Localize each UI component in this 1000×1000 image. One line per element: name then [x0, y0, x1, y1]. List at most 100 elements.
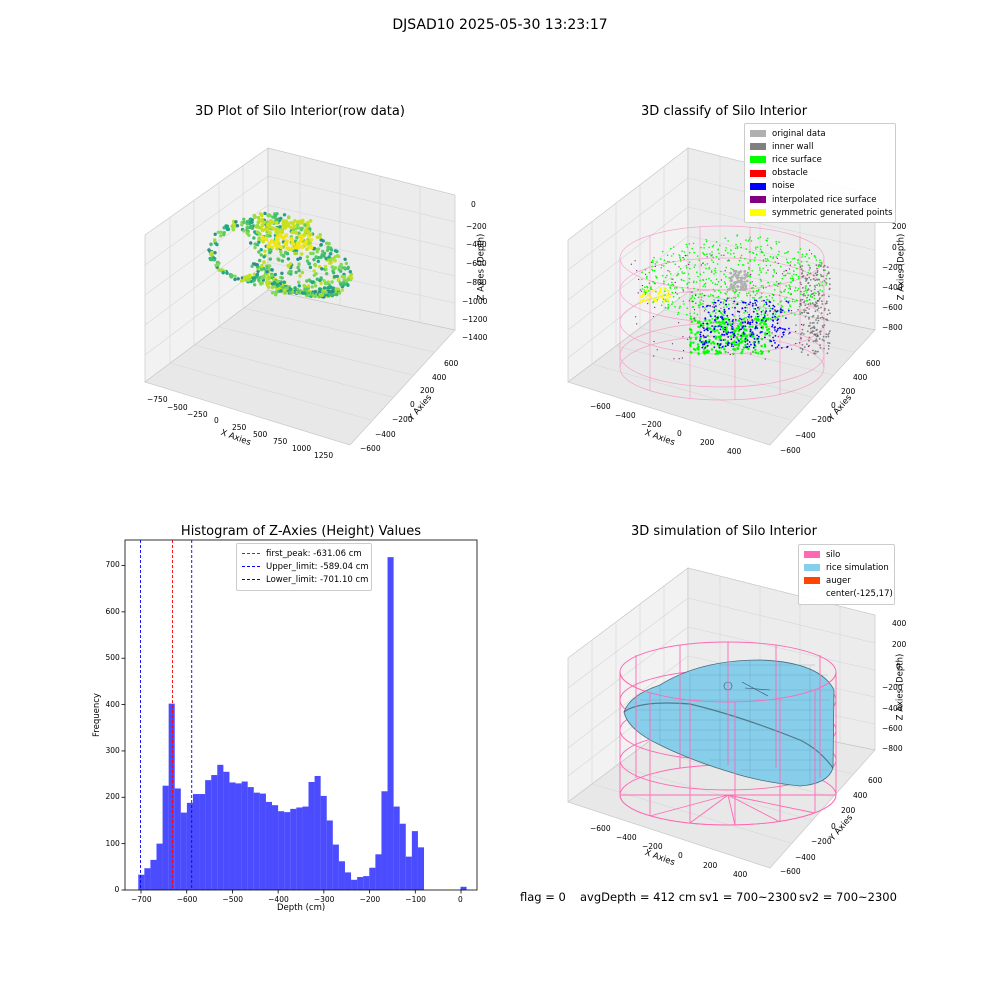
cls-ztick: −600 — [882, 303, 903, 312]
histogram-bar — [302, 806, 309, 890]
sim-xtick: −400 — [616, 833, 637, 842]
histogram-bar — [320, 795, 327, 890]
raw-ytick: −400 — [375, 430, 396, 439]
legend-swatch — [750, 169, 766, 177]
histogram-bar — [229, 782, 236, 890]
classify-plot-title: 3D classify of Silo Interior — [640, 104, 808, 119]
legend-item-original-data: original data — [750, 127, 890, 140]
sim-ytick: −200 — [811, 837, 832, 846]
legend-swatch — [750, 130, 766, 138]
cls-xtick: 0 — [677, 429, 682, 438]
legend-label: symmetric generated points — [772, 207, 893, 218]
legend-label: Lower_limit: -701.10 cm — [266, 574, 369, 585]
legend-item-lower-limit: Lower_limit: -701.10 cm — [242, 573, 369, 586]
sim-ztick: 200 — [892, 640, 907, 649]
legend-swatch — [804, 591, 820, 598]
histogram-bar — [344, 872, 352, 890]
histogram-bar — [241, 781, 248, 890]
raw-ztick: −1200 — [462, 315, 488, 324]
cls-ztick: −200 — [882, 263, 903, 272]
sim-zlabel: Z Axies (Depth) — [895, 653, 906, 721]
histogram-bar — [180, 812, 187, 890]
histogram-bar — [223, 771, 230, 890]
histogram-bar — [186, 802, 193, 890]
histogram-bar — [278, 811, 285, 890]
legend-swatch — [750, 182, 766, 190]
legend-item-upper-limit: Upper_limit: -589.04 cm — [242, 560, 369, 573]
legend-label: noise — [772, 181, 795, 192]
simulation-plot-title: 3D simulation of Silo Interior — [631, 524, 817, 539]
histogram-bar — [156, 843, 163, 890]
histogram-bar — [162, 785, 169, 890]
sim-ztick: −600 — [882, 724, 903, 733]
legend-label: rice simulation — [826, 562, 889, 573]
legend-label: obstacle — [772, 168, 808, 179]
histogram-bar — [199, 794, 206, 890]
histogram-ytick-label: 700 — [105, 560, 120, 570]
histogram-legend: first_peak: -631.06 cm Upper_limit: -589… — [236, 543, 372, 591]
simulation-legend: silo rice simulation auger center(-125,1… — [798, 544, 895, 605]
sim-ytick: 600 — [868, 776, 883, 785]
histogram-xtick-label: −200 — [359, 895, 381, 904]
histogram-ytick-label: 200 — [105, 792, 120, 802]
raw-xtick: 500 — [253, 430, 268, 439]
legend-swatch — [750, 143, 766, 151]
cls-ytick: −200 — [811, 415, 832, 424]
cls-ytick: −400 — [795, 431, 816, 440]
histogram-bar — [265, 801, 273, 890]
raw-xtick: −500 — [167, 403, 188, 412]
raw-xtick: 0 — [214, 416, 219, 425]
legend-label: auger — [826, 575, 851, 586]
legend-swatch — [750, 196, 766, 204]
sim-xtick: −200 — [642, 842, 663, 851]
legend-item-auger: auger — [804, 574, 889, 587]
legend-item-center: center(-125,17) — [804, 588, 893, 601]
histogram-bar — [357, 877, 364, 890]
histogram-bar — [192, 794, 200, 890]
histogram-title: Histogram of Z-Axies (Height) Values — [180, 524, 422, 539]
raw-ytick: −600 — [360, 444, 381, 453]
cls-ytick: −600 — [780, 446, 801, 455]
histogram-bar — [338, 861, 345, 890]
legend-item-rice-simulation: rice simulation — [804, 561, 889, 574]
legend-line — [242, 566, 260, 568]
raw-plot-title: 3D Plot of Silo Interior(row data) — [195, 104, 405, 119]
cls-xtick: 200 — [700, 438, 715, 447]
legend-label: silo — [826, 549, 841, 560]
histogram-xtick-label: −100 — [405, 895, 426, 904]
histogram-xtick-label: −500 — [222, 895, 244, 904]
legend-item-obstacle: obstacle — [750, 167, 890, 180]
histogram-bar — [387, 557, 394, 890]
sim-ztick: −200 — [882, 683, 903, 692]
histogram-bar — [375, 854, 382, 890]
legend-item-interpolated: interpolated rice surface — [750, 193, 890, 206]
histogram-bar — [369, 867, 376, 890]
legend-label: rice surface — [772, 154, 822, 165]
status-sv2: sv2 = 700~2300 — [799, 890, 897, 904]
raw-xtick: −750 — [147, 395, 168, 404]
legend-label: inner wall — [772, 141, 814, 152]
histogram-ytick-label: 500 — [105, 653, 120, 663]
sim-ytick: −600 — [780, 867, 801, 876]
histogram-bar — [405, 856, 412, 890]
histogram-bar — [460, 886, 467, 890]
histogram-bar — [363, 876, 370, 890]
sim-ztick: −800 — [882, 744, 903, 753]
histogram-xlabel: Depth (cm) — [277, 903, 326, 913]
raw-ytick: 600 — [444, 359, 459, 368]
histogram-bar — [411, 831, 418, 890]
cls-ztick: −400 — [882, 283, 903, 292]
raw-ztick: −1400 — [462, 333, 488, 342]
histogram-bar — [150, 859, 157, 890]
histogram-bar — [332, 844, 339, 890]
histogram-ytick-label: 300 — [105, 745, 120, 755]
histogram-bar — [174, 788, 181, 890]
histogram-bar — [235, 783, 242, 890]
histogram-frame — [124, 539, 478, 891]
sim-ytick: −400 — [795, 853, 816, 862]
raw-xtick: 1000 — [292, 444, 312, 453]
raw-ytick: 200 — [420, 386, 435, 395]
status-avg-depth: avgDepth = 412 cm — [580, 890, 697, 904]
legend-label: original data — [772, 128, 826, 139]
